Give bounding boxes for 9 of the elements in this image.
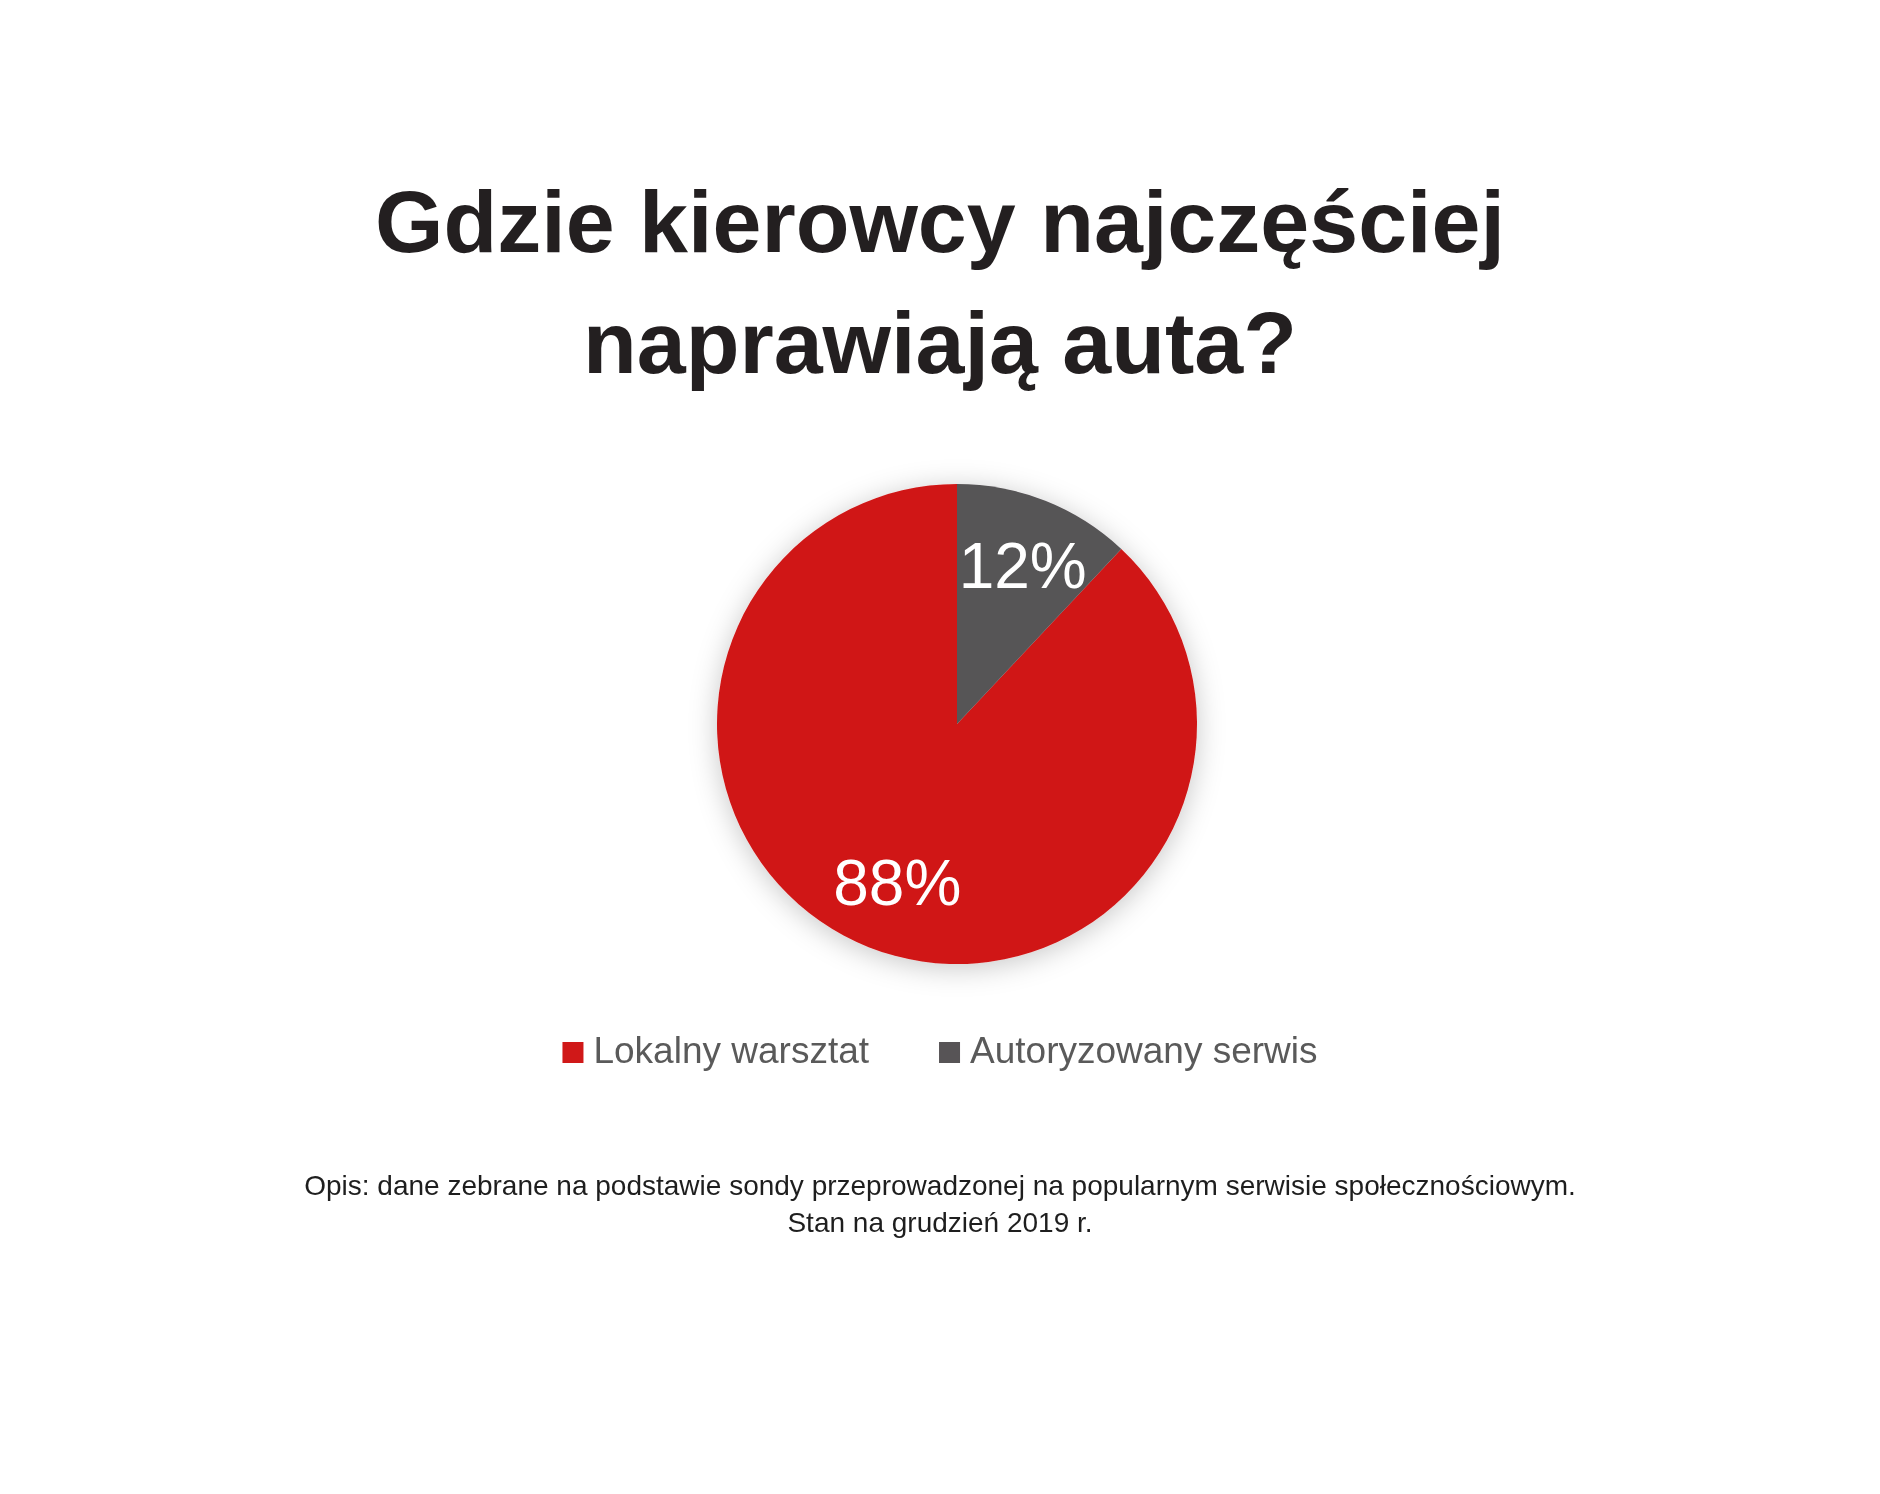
pie-slice: [717, 484, 1197, 964]
data-label: 88%: [833, 846, 962, 919]
data-label: 12%: [958, 529, 1087, 602]
legend-label: Lokalny warsztat: [593, 1030, 870, 1071]
legend-label: Autoryzowany serwis: [970, 1030, 1318, 1071]
pie-slice: [957, 484, 1122, 724]
text: Opis: dane zebrane na podstawie sondy przeprowadzonej na popularnym serwisie społecznościowym.: [304, 1170, 1576, 1201]
chart-title: Gdzie kierowcy najczęściej naprawiają auta?: [375, 172, 1505, 392]
text: Stan na grudzień 2019 r.: [787, 1207, 1093, 1238]
